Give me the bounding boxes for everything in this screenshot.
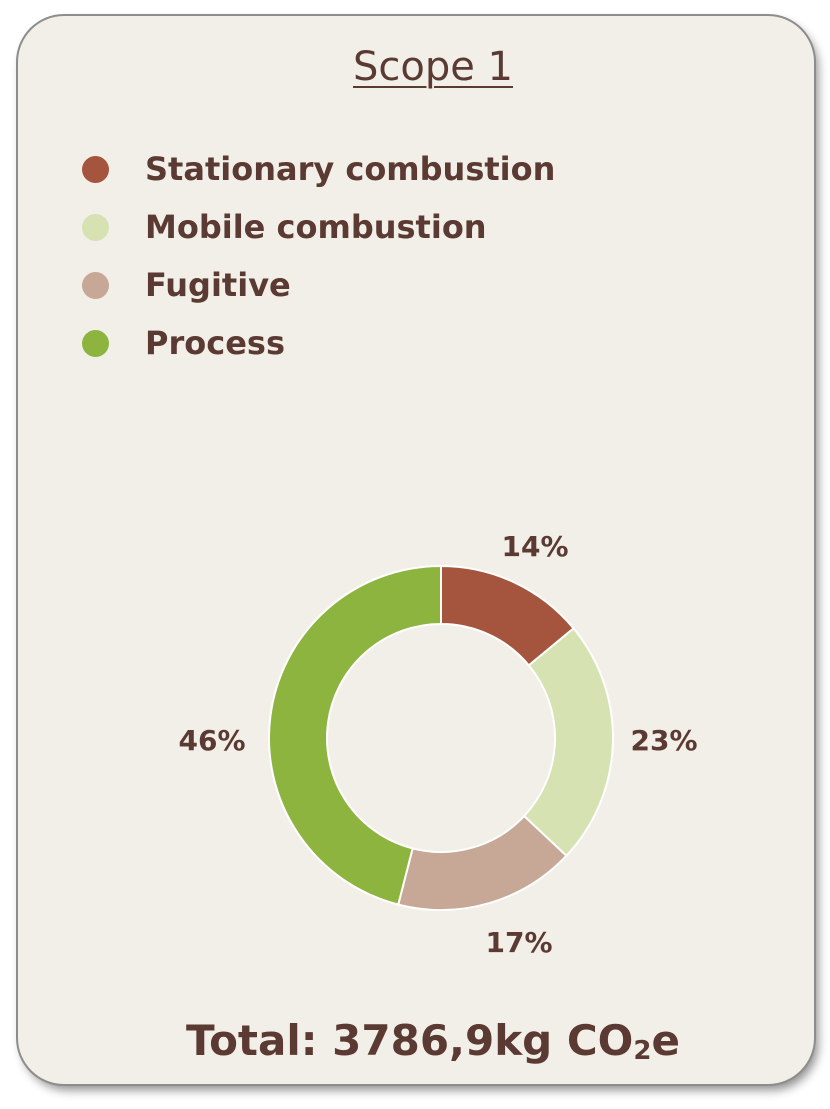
legend-swatch-mobile-combustion bbox=[82, 213, 109, 241]
legend-label-process: Process bbox=[145, 324, 285, 362]
legend-swatch-fugitive bbox=[82, 271, 109, 299]
legend-label-mobile-combustion: Mobile combustion bbox=[145, 208, 487, 246]
legend-item-fugitive: Fugitive bbox=[82, 256, 555, 314]
legend-item-process: Process bbox=[82, 314, 555, 372]
chart-title: Scope 1 bbox=[352, 44, 514, 90]
legend-swatch-process bbox=[82, 329, 109, 357]
legend-label-stationary-combustion: Stationary combustion bbox=[145, 150, 556, 188]
total-emissions-subscript: 2 bbox=[633, 1036, 652, 1066]
legend-item-mobile-combustion: Mobile combustion bbox=[82, 198, 555, 256]
legend-item-stationary-combustion: Stationary combustion bbox=[82, 140, 555, 198]
legend-swatch-stationary-combustion bbox=[82, 155, 109, 183]
total-emissions-prefix: Total: 3786,9kg CO bbox=[186, 1016, 634, 1065]
total-emissions-suffix: e bbox=[651, 1016, 680, 1065]
total-emissions: Total: 3786,9kg CO2e bbox=[0, 1016, 830, 1066]
legend: Stationary combustion Mobile combustion … bbox=[82, 140, 555, 372]
legend-label-fugitive: Fugitive bbox=[145, 266, 291, 304]
